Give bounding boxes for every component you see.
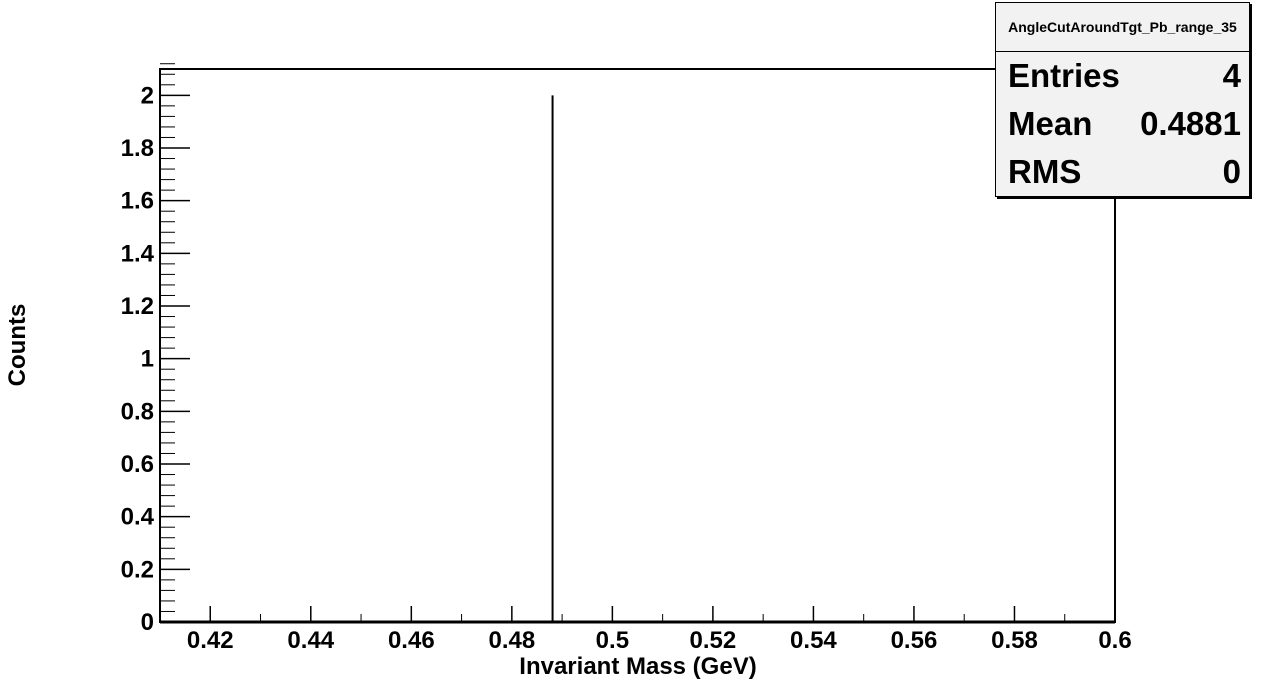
stats-rms-value: 0: [1222, 153, 1241, 190]
x-tick-label: 0.54: [790, 627, 837, 654]
stats-row-entries: Entries 4: [996, 52, 1249, 100]
histogram-bins: [160, 95, 1115, 624]
y-tick-label: 1: [141, 346, 154, 373]
x-tick-label: 0.48: [488, 627, 535, 654]
stats-rms-label: RMS: [1008, 153, 1082, 190]
stats-mean-value: 0.4881: [1140, 105, 1241, 142]
y-axis-minor-ticks: [160, 63, 175, 612]
y-axis: 0 0.2 0.4 0.6 0.8 1 1.2 1.4 1.6 1.8 2: [121, 82, 190, 636]
stats-box: AngleCutAroundTgt_Pb_range_35 Entries 4 …: [995, 2, 1250, 197]
x-axis-title: Invariant Mass (GeV): [519, 653, 756, 680]
stats-row-rms: RMS 0: [996, 148, 1249, 196]
y-tick-label: 1.2: [121, 293, 154, 320]
plot-frame: [159, 68, 1116, 623]
x-tick-label: 0.56: [891, 627, 938, 654]
x-tick-label: 0.6: [1098, 627, 1131, 654]
y-tick-label: 1.4: [121, 240, 155, 267]
stats-title: AngleCutAroundTgt_Pb_range_35: [996, 3, 1249, 52]
y-tick-label: 0: [141, 609, 154, 636]
y-tick-label: 0.6: [121, 451, 154, 478]
y-tick-label: 0.2: [121, 556, 154, 583]
stats-row-mean: Mean 0.4881: [996, 100, 1249, 148]
x-tick-label: 0.5: [596, 627, 629, 654]
x-tick-label: 0.52: [690, 627, 737, 654]
x-tick-label: 0.44: [287, 627, 334, 654]
x-tick-label: 0.58: [991, 627, 1038, 654]
x-tick-label: 0.42: [187, 627, 234, 654]
stats-entries-value: 4: [1222, 57, 1241, 94]
y-tick-label: 1.6: [121, 188, 154, 215]
x-tick-label: 0.46: [388, 627, 435, 654]
y-axis-title: Counts: [4, 304, 31, 387]
stats-entries-label: Entries: [1008, 57, 1120, 94]
y-tick-label: 0.8: [121, 398, 154, 425]
y-tick-label: 1.8: [121, 135, 154, 162]
y-tick-label: 2: [141, 82, 154, 109]
y-tick-label: 0.4: [121, 504, 155, 531]
stats-mean-label: Mean: [1008, 105, 1093, 142]
x-axis: 0.42 0.44 0.46 0.48 0.5 0.52 0.54 0.56 0.58 0.6: [187, 606, 1132, 654]
